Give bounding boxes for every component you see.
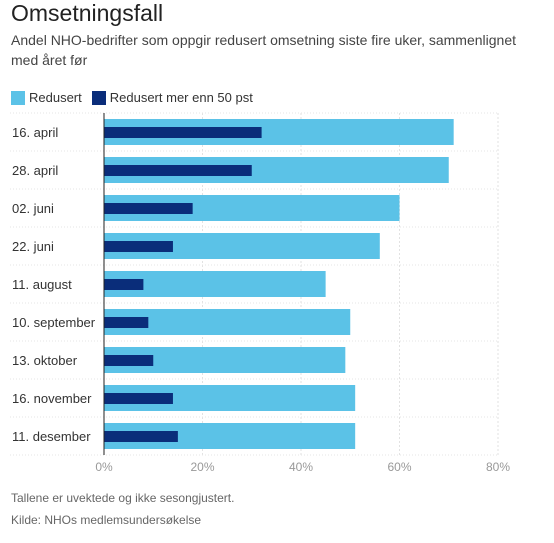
- category-label: 11. august: [12, 277, 72, 292]
- legend-item-redusert-50: Redusert mer enn 50 pst: [91, 90, 253, 105]
- bar-redusert-50: [104, 127, 262, 138]
- legend-item-redusert: Redusert: [11, 90, 82, 105]
- x-tick-label: 0%: [95, 460, 113, 474]
- chart-subtitle: Andel NHO-bedrifter som oppgir redusert …: [11, 32, 516, 68]
- category-label: 02. juni: [12, 201, 54, 216]
- x-tick-label: 40%: [289, 460, 313, 474]
- legend-label-redusert-50: Redusert mer enn 50 pst: [109, 90, 253, 105]
- bar-redusert-50: [104, 431, 178, 442]
- footer-source: Kilde: NHOs medlemsundersøkelse: [11, 513, 202, 527]
- bar-redusert-50: [104, 241, 173, 252]
- bar-chart: 16. april 28. april 02. juni 22. juni 11. au…: [10, 112, 510, 474]
- bar-redusert-50: [104, 355, 154, 366]
- legend-swatch-redusert: [11, 90, 25, 105]
- legend: Redusert Redusert mer enn 50 pst: [11, 90, 263, 105]
- x-tick-label: 20%: [190, 460, 214, 474]
- footer-note: Tallene er uvektede og ikke sesongjuster…: [11, 491, 235, 505]
- bar-redusert-50: [104, 317, 149, 328]
- x-tick-label: 80%: [486, 460, 510, 474]
- category-label: 16. november: [12, 391, 92, 406]
- chart-title: Omsetningsfall: [11, 0, 164, 26]
- legend-swatch-redusert-50: [91, 90, 106, 105]
- bar-redusert-50: [104, 279, 144, 290]
- category-label: 11. desember: [12, 429, 91, 444]
- category-label: 16. april: [12, 125, 58, 140]
- category-label: 22. juni: [12, 239, 54, 254]
- legend-label-redusert: Redusert: [29, 90, 82, 105]
- bar-redusert-50: [104, 203, 193, 214]
- x-tick-label: 60%: [387, 460, 411, 474]
- bar-redusert-50: [104, 393, 173, 404]
- category-label: 10. september: [12, 315, 96, 330]
- category-label: 13. oktober: [12, 353, 78, 368]
- category-label: 28. april: [12, 163, 58, 178]
- bar-redusert-50: [104, 165, 252, 176]
